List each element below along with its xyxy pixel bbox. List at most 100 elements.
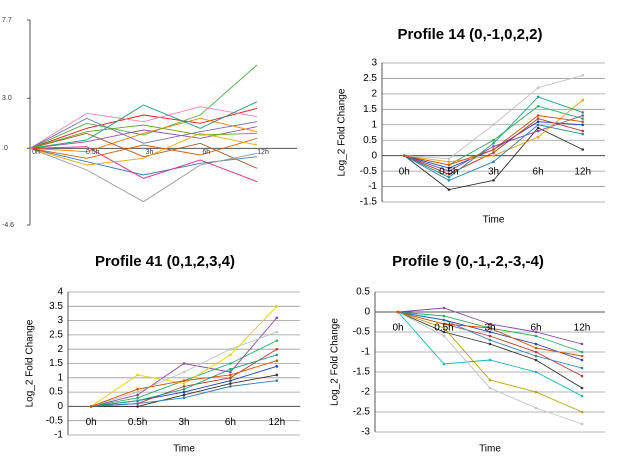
x-tick-label: 3h <box>484 323 495 334</box>
point <box>488 378 492 382</box>
y-tick-label: 3 <box>57 315 63 326</box>
point <box>447 166 451 170</box>
x-tick-label: 12h <box>257 149 269 156</box>
x-tick-label: 12h <box>574 323 591 334</box>
point <box>275 365 279 368</box>
point <box>447 169 451 173</box>
point <box>442 326 446 330</box>
y-axis-label: Log_2 Fold Change <box>330 318 341 406</box>
series-line <box>29 147 258 203</box>
point <box>536 120 540 123</box>
point <box>447 157 451 161</box>
point <box>275 347 279 351</box>
point <box>275 316 279 320</box>
point <box>229 353 232 357</box>
point <box>581 114 584 117</box>
point <box>488 330 492 334</box>
x-tick-label: 0h <box>399 166 410 177</box>
point <box>182 393 186 397</box>
point <box>492 145 495 148</box>
chart-title: Profile 9 (0,-1,-2,-3,-4) <box>392 253 544 270</box>
point <box>580 366 584 370</box>
y-tick-label: -4.6 <box>2 222 14 229</box>
series-line <box>397 311 583 357</box>
series-line <box>29 146 258 183</box>
point <box>581 148 584 151</box>
series-line <box>29 64 258 149</box>
x-tick-label: 0h <box>32 149 40 156</box>
point <box>580 354 584 358</box>
point <box>534 350 538 354</box>
point <box>534 390 538 394</box>
x-tick-label: 0h <box>392 323 403 334</box>
point <box>581 123 584 127</box>
y-tick-label: -2 <box>361 387 370 398</box>
point <box>492 154 495 157</box>
x-tick-label: 12h <box>268 417 285 428</box>
point <box>229 376 232 380</box>
point <box>89 405 93 408</box>
y-tick-label: -1 <box>361 347 370 358</box>
point <box>403 154 406 157</box>
y-tick-label: -0.5 <box>353 327 371 338</box>
x-tick-label: 3h <box>488 166 499 177</box>
x-axis-label: Time <box>173 444 195 455</box>
point <box>229 367 232 371</box>
point <box>447 179 451 182</box>
point <box>275 379 279 382</box>
point <box>182 379 186 382</box>
chart-title: Profile 41 (0,1,2,3,4) <box>95 253 235 270</box>
point <box>492 142 495 145</box>
y-tick-label: 4 <box>57 287 63 298</box>
point <box>136 390 139 394</box>
y-tick-label: 7.7 <box>2 17 12 24</box>
point <box>447 175 451 179</box>
point <box>580 350 584 354</box>
y-tick-label: 2.5 <box>49 330 63 341</box>
point <box>580 342 584 346</box>
y-tick-label: -3 <box>361 427 370 438</box>
point <box>492 160 495 164</box>
y-tick-label: -2.5 <box>353 407 371 418</box>
point <box>136 405 139 408</box>
y-tick-label: -1.5 <box>353 367 371 378</box>
point <box>447 172 451 176</box>
y-tick-label: 3.0 <box>2 95 12 102</box>
y-tick-label: 0 <box>371 150 377 161</box>
point <box>136 393 139 397</box>
point <box>275 305 279 308</box>
point <box>581 98 584 102</box>
point <box>581 129 584 133</box>
y-tick-label: -1.5 <box>360 197 378 208</box>
series-line <box>29 124 258 149</box>
point <box>229 370 232 374</box>
point <box>534 358 538 362</box>
point <box>534 342 538 346</box>
x-axis-label: Time <box>479 444 501 455</box>
x-tick-label: 0.5h <box>86 149 100 156</box>
y-tick-label: 0.5 <box>356 287 370 298</box>
point <box>488 358 492 362</box>
x-axis-label: Time <box>483 215 505 226</box>
point <box>275 339 279 342</box>
y-tick-label: 3.5 <box>49 301 63 312</box>
series-line <box>29 132 258 169</box>
series-line <box>29 137 258 159</box>
point <box>447 188 451 191</box>
y-tick-label: 1.5 <box>363 104 377 115</box>
y-tick-label: 0 <box>57 401 63 412</box>
chart-title: Profile 14 (0,-1,0,2,2) <box>397 26 542 43</box>
y-tick-label: 0 <box>364 307 370 318</box>
point <box>442 330 446 334</box>
point <box>492 148 495 151</box>
point <box>536 104 540 108</box>
point <box>581 74 584 77</box>
x-tick-label: 0h <box>86 417 97 428</box>
point <box>488 342 492 346</box>
point <box>229 385 232 388</box>
point <box>136 387 139 391</box>
point <box>580 394 584 398</box>
point <box>581 117 584 120</box>
x-tick-label: 12h <box>574 166 591 177</box>
